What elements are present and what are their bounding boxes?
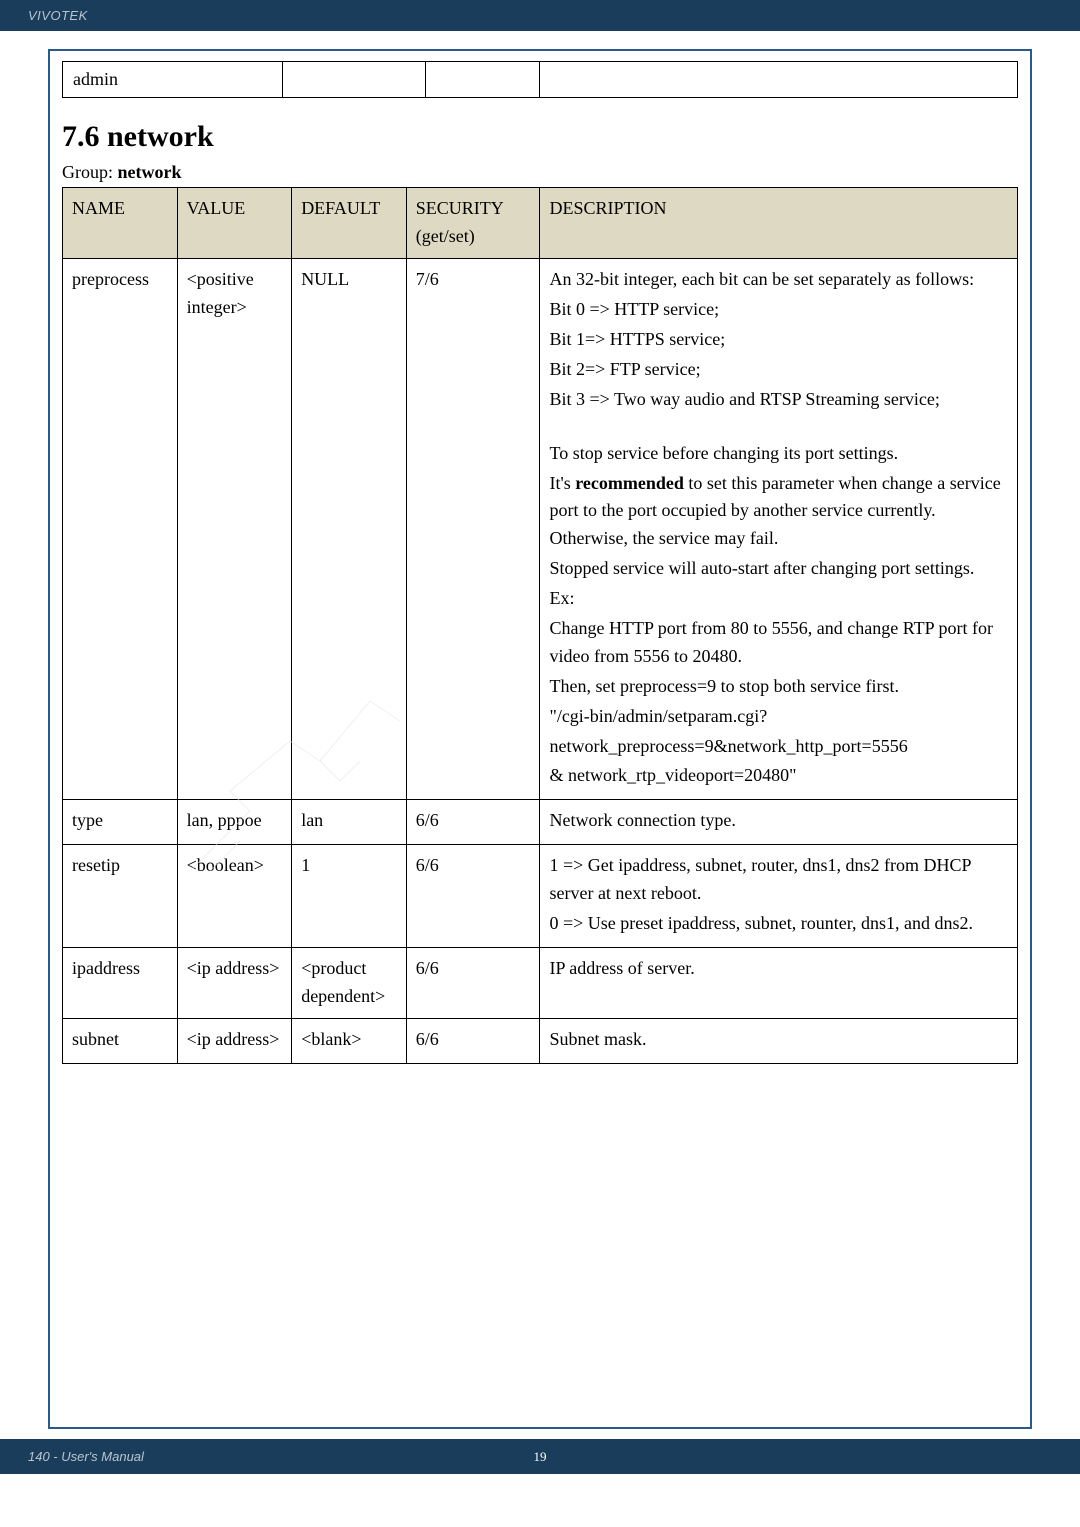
cell-description: Subnet mask. — [540, 1018, 1018, 1063]
footer-left: 140 - User's Manual — [28, 1449, 144, 1464]
cell-name: preprocess — [63, 259, 178, 800]
cell-value: <ip address> — [177, 1018, 292, 1063]
table-row: resetip <boolean> 1 6/6 1 => Get ipaddre… — [63, 845, 1018, 948]
cell-value: lan, pppoe — [177, 800, 292, 845]
cell-value: <boolean> — [177, 845, 292, 948]
cell-default: lan — [292, 800, 407, 845]
th-name: NAME — [63, 188, 178, 259]
th-default: DEFAULT — [292, 188, 407, 259]
th-description: DESCRIPTION — [540, 188, 1018, 259]
cell-description: An 32-bit integer, each bit can be set s… — [540, 259, 1018, 800]
page-border: admin 7.6 network Group: network NAME VA… — [48, 49, 1032, 1429]
cell-default: <product dependent> — [292, 947, 407, 1018]
mini-cell-2 — [282, 62, 425, 98]
cell-value: <ip address> — [177, 947, 292, 1018]
th-security: SECURITY (get/set) — [406, 188, 540, 259]
cell-security: 6/6 — [406, 845, 540, 948]
cell-name: resetip — [63, 845, 178, 948]
cell-default: <blank> — [292, 1018, 407, 1063]
group-name: network — [118, 162, 182, 182]
table-row: preprocess <positive integer> NULL 7/6 A… — [63, 259, 1018, 800]
footer: 140 - User's Manual 19 — [0, 1439, 1080, 1474]
cell-security: 7/6 — [406, 259, 540, 800]
cell-description: IP address of server. — [540, 947, 1018, 1018]
group-line: Group: network — [62, 162, 1018, 183]
cell-default: NULL — [292, 259, 407, 800]
table-row: type lan, pppoe lan 6/6 Network connecti… — [63, 800, 1018, 845]
params-table: NAME VALUE DEFAULT SECURITY (get/set) DE… — [62, 187, 1018, 1063]
cell-security: 6/6 — [406, 1018, 540, 1063]
section-title: 7.6 network — [62, 120, 1018, 154]
table-row: subnet <ip address> <blank> 6/6 Subnet m… — [63, 1018, 1018, 1063]
cell-value: <positive integer> — [177, 259, 292, 800]
cell-security: 6/6 — [406, 800, 540, 845]
cell-name: ipaddress — [63, 947, 178, 1018]
cell-name: type — [63, 800, 178, 845]
cell-name: subnet — [63, 1018, 178, 1063]
mini-cell-1: admin — [63, 62, 283, 98]
th-value: VALUE — [177, 188, 292, 259]
cell-security: 6/6 — [406, 947, 540, 1018]
cell-description: 1 => Get ipaddress, subnet, router, dns1… — [540, 845, 1018, 948]
mini-cell-3 — [425, 62, 540, 98]
cell-default: 1 — [292, 845, 407, 948]
header-brand: VIVOTEK — [0, 0, 1080, 31]
mini-table: admin — [62, 61, 1018, 98]
group-label: Group: — [62, 162, 118, 182]
cell-description: Network connection type. — [540, 800, 1018, 845]
table-row: ipaddress <ip address> <product dependen… — [63, 947, 1018, 1018]
mini-cell-4 — [540, 62, 1018, 98]
footer-page-number: 19 — [534, 1449, 547, 1465]
